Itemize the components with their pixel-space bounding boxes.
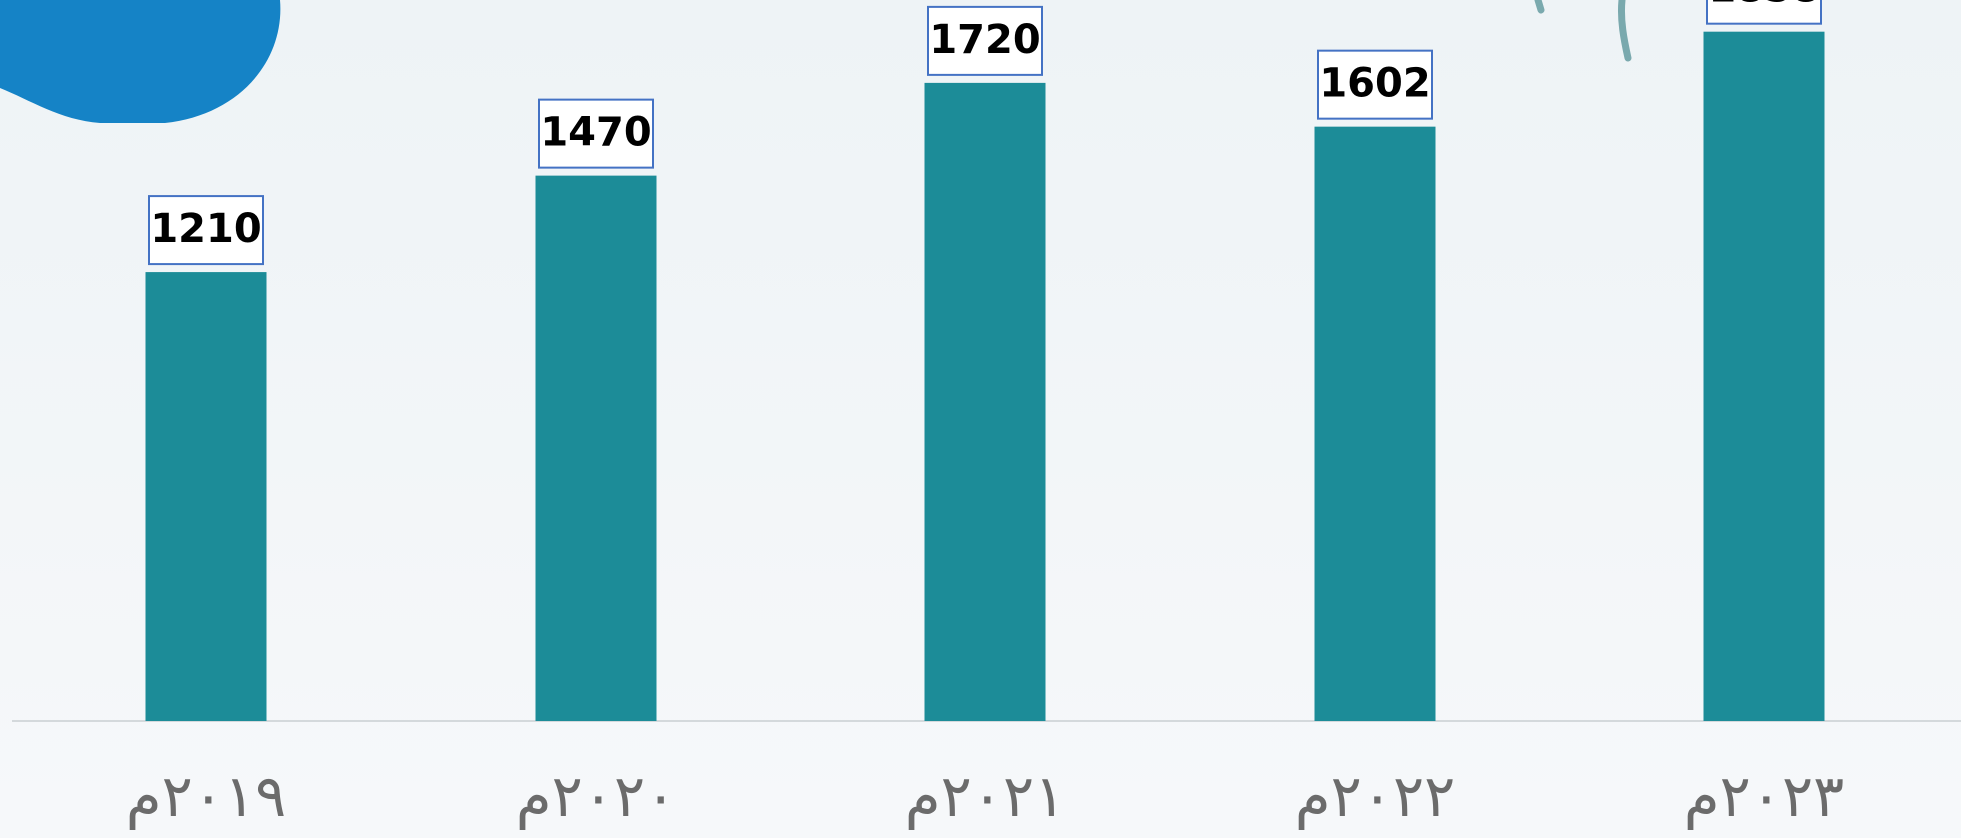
- value-label-box: [1706, 0, 1822, 25]
- x-tick-label: ٢٠٢٣م: [1684, 762, 1845, 830]
- value-label-box: [1317, 49, 1433, 120]
- decor-blob: [0, 0, 281, 123]
- bar: [924, 82, 1046, 721]
- value-label: 1720: [929, 17, 1040, 63]
- x-tick-label: ٢٠١٩م: [126, 762, 287, 830]
- bar: [1314, 126, 1436, 721]
- value-label: 1602: [1319, 61, 1430, 107]
- bar: [145, 272, 267, 721]
- value-label: 1470: [540, 110, 651, 156]
- decor-stroke: [1534, 0, 1632, 62]
- value-label-box: [538, 98, 654, 169]
- x-tick-label: ٢٠٢٢م: [1295, 762, 1456, 830]
- value-label-box: [148, 195, 264, 266]
- x-tick-label: ٢٠٢٠م: [516, 762, 677, 830]
- value-label-box: [927, 5, 1043, 76]
- bar: [1703, 31, 1825, 721]
- value-label: 1210: [150, 206, 261, 252]
- bar: [535, 175, 657, 721]
- x-tick-label: ٢٠٢١م: [905, 762, 1066, 830]
- value-label: 1858: [1708, 0, 1819, 12]
